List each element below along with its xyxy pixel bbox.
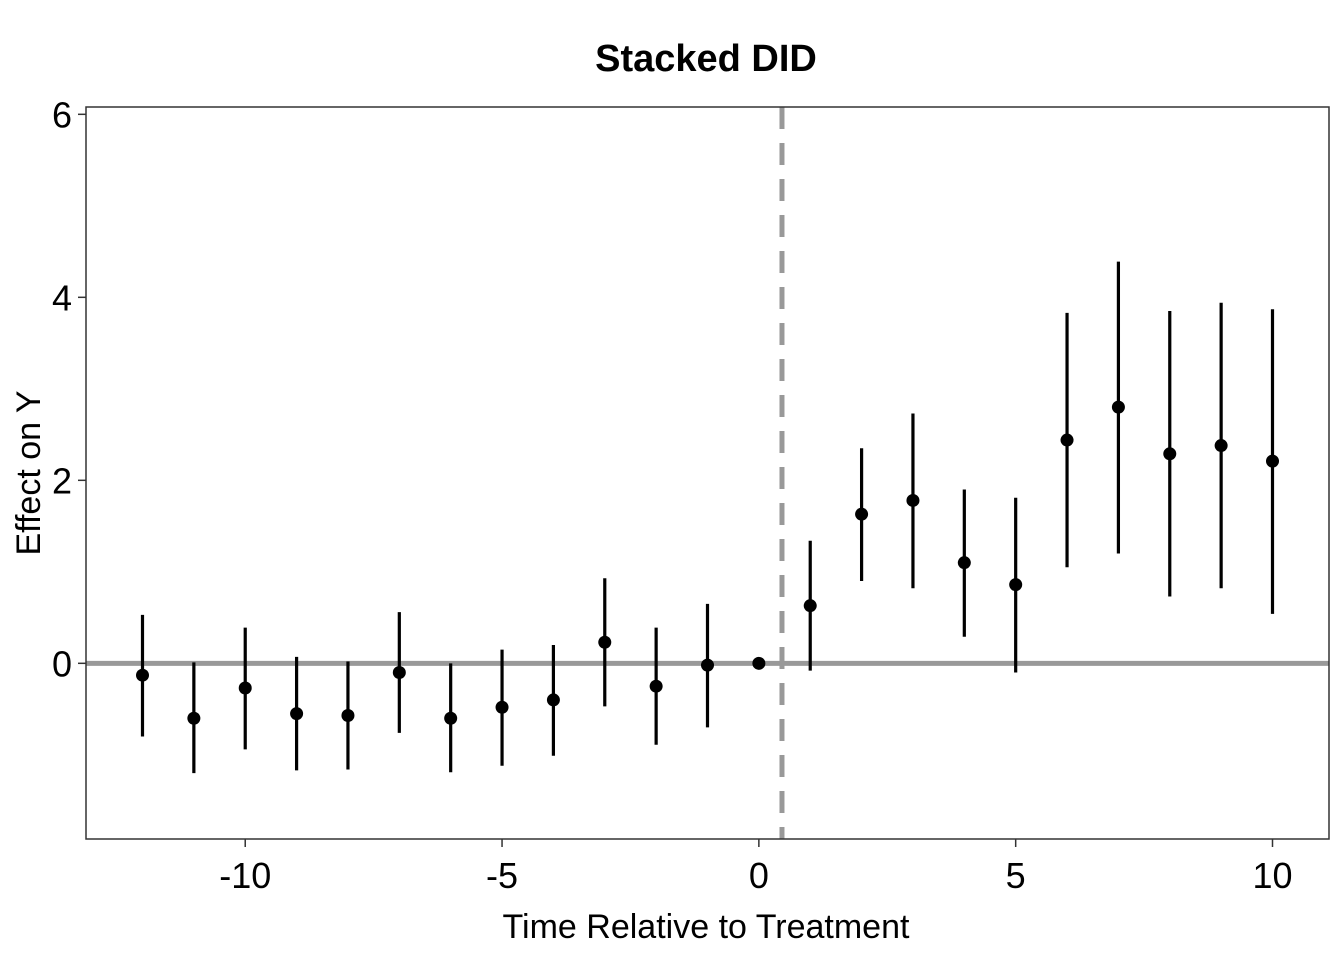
estimate-point-group: [1060, 312, 1074, 568]
estimate-point-group: [906, 413, 920, 589]
point-estimate: [1009, 578, 1023, 592]
y-tick-label: 6: [52, 94, 72, 135]
estimate-point-group: [752, 656, 766, 670]
x-tick-label: 10: [1252, 855, 1292, 896]
y-axis: 0 2 4 6: [52, 94, 86, 684]
point-estimate: [1111, 400, 1125, 414]
estimate-point-group: [341, 661, 355, 770]
point-estimate: [649, 679, 663, 693]
estimate-point-group: [649, 627, 663, 745]
point-estimate: [906, 493, 920, 507]
point-estimate: [752, 656, 766, 670]
point-estimate: [957, 556, 971, 570]
point-estimate: [1214, 439, 1228, 453]
x-axis: -10 -5 0 5 10: [219, 839, 1293, 896]
estimate-point-group: [1111, 261, 1125, 554]
point-estimate: [598, 635, 612, 649]
estimate-point-group: [1163, 311, 1177, 597]
point-estimate: [495, 700, 509, 714]
plot-panel-border: [85, 106, 1330, 840]
estimate-point-group: [1266, 309, 1279, 614]
point-estimate: [701, 658, 714, 672]
point-estimate: [290, 707, 304, 721]
y-axis-label: Effect on Y: [10, 390, 48, 555]
estimate-point-group: [1214, 302, 1228, 589]
point-estimate: [546, 693, 560, 707]
point-estimate: [238, 681, 252, 695]
estimate-point-group: [392, 612, 406, 733]
estimate-point-group: [444, 663, 458, 773]
x-tick-label: 5: [1006, 855, 1026, 896]
point-estimate: [392, 665, 406, 679]
estimate-point-group: [546, 645, 560, 756]
point-estimate: [1060, 433, 1074, 447]
estimate-point-group: [290, 656, 304, 771]
estimate-point-group: [238, 627, 252, 750]
y-tick-label: 0: [52, 643, 72, 684]
estimates: [136, 261, 1279, 774]
point-estimate: [803, 599, 817, 613]
estimate-point-group: [136, 614, 149, 737]
y-tick-label: 4: [52, 277, 72, 318]
y-tick-label: 2: [52, 460, 72, 501]
x-axis-label: Time Relative to Treatment: [503, 908, 910, 946]
x-tick-label: -5: [486, 855, 518, 896]
point-estimate: [855, 507, 869, 521]
point-estimate: [187, 711, 201, 725]
x-tick-label: 0: [749, 855, 769, 896]
chart-title: Stacked DID: [595, 38, 817, 80]
point-estimate: [136, 668, 149, 682]
reference-lines: [86, 107, 1329, 839]
estimate-point-group: [1009, 497, 1023, 673]
point-estimate: [444, 711, 458, 725]
point-estimate: [1266, 454, 1279, 468]
estimate-point-group: [855, 448, 869, 581]
point-estimate: [341, 708, 355, 722]
estimate-point-group: [957, 489, 971, 637]
estimate-point-group: [803, 540, 817, 671]
estimate-point-group: [701, 603, 714, 728]
point-estimate: [1163, 447, 1177, 461]
estimate-point-group: [598, 578, 612, 707]
estimate-point-group: [187, 662, 201, 774]
x-tick-label: -10: [219, 855, 271, 896]
estimate-point-group: [495, 649, 509, 766]
